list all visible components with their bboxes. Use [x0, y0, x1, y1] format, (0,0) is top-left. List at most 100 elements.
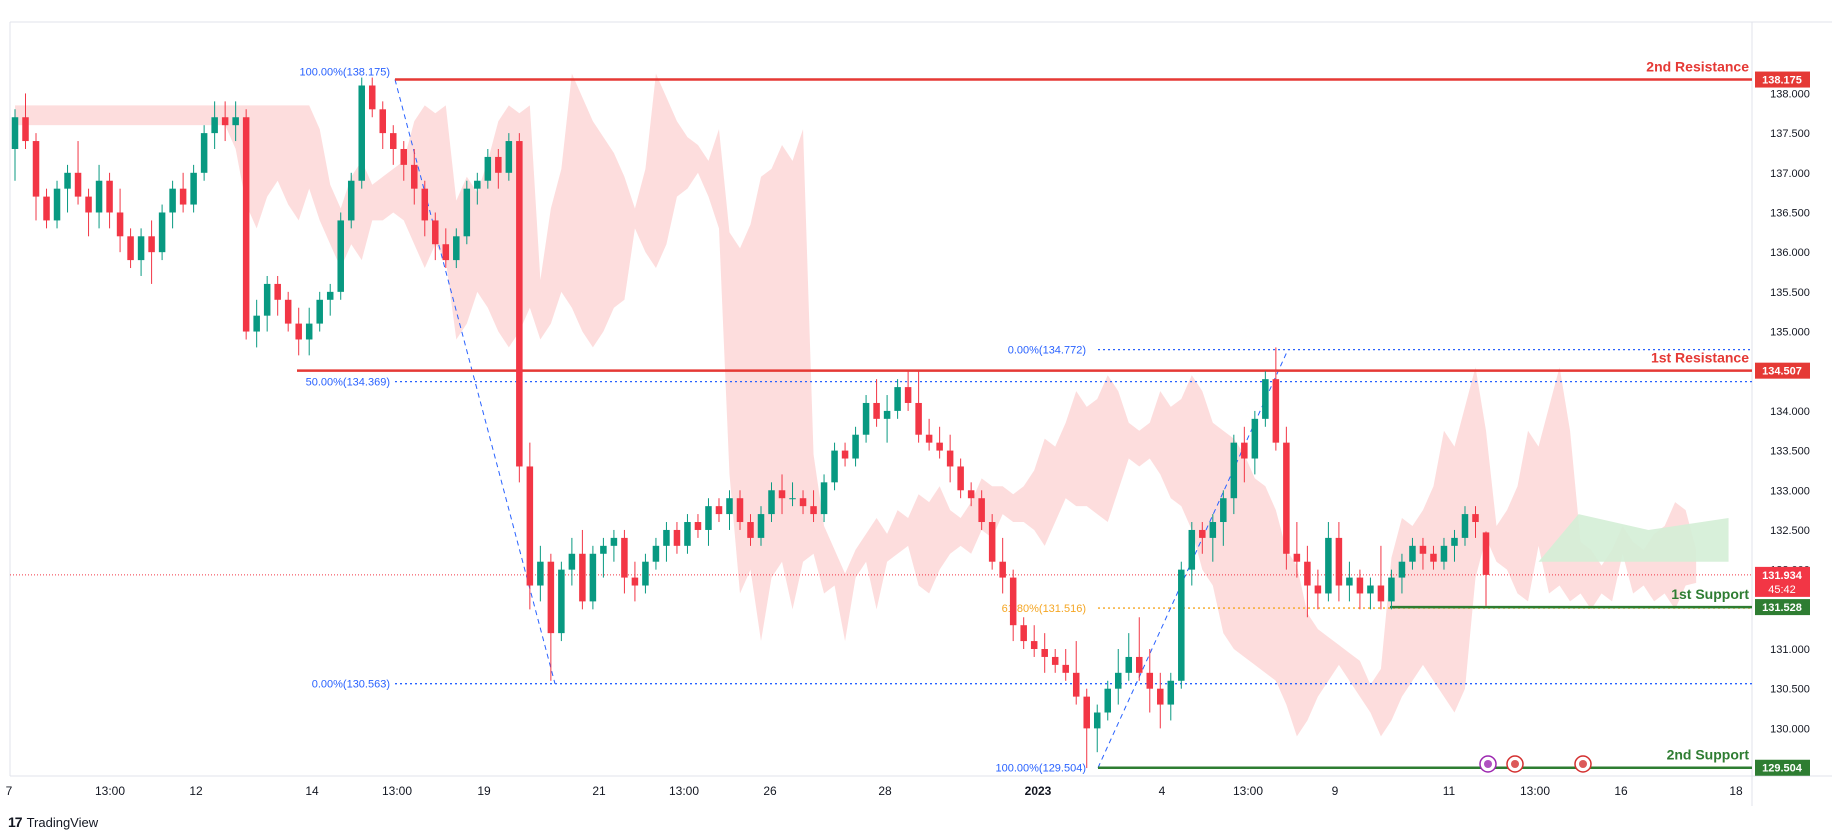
candle-body: [852, 434, 859, 459]
footer-brand[interactable]: 17 TradingView: [8, 814, 98, 830]
candle: [957, 458, 964, 499]
candle: [242, 109, 250, 340]
candle: [715, 498, 723, 523]
candle-body: [1209, 522, 1217, 538]
candle-body: [148, 236, 155, 253]
candle: [221, 101, 229, 142]
candle-body: [116, 212, 124, 237]
candle-body: [1440, 545, 1448, 562]
candle: [179, 172, 187, 213]
candle-body: [158, 212, 166, 253]
candle: [1283, 426, 1290, 570]
candle-body: [1356, 577, 1364, 594]
candle: [347, 172, 355, 229]
candle: [778, 474, 786, 515]
candle: [915, 371, 922, 443]
candle: [1051, 649, 1059, 673]
x-tick-label: 13:00: [1520, 784, 1550, 798]
x-tick-label: 19: [477, 784, 491, 798]
y-tick-label: 134.500: [1770, 366, 1810, 378]
candle: [295, 307, 302, 356]
candle: [1388, 569, 1395, 610]
candle-body: [936, 442, 943, 451]
candle-body: [1199, 529, 1206, 538]
candle: [1325, 522, 1332, 602]
candle-body: [495, 156, 502, 173]
candle-body: [442, 244, 450, 261]
candle-body: [232, 117, 239, 126]
candle-body: [253, 315, 260, 332]
candle: [389, 125, 397, 165]
candle-body: [421, 188, 429, 221]
level-price-tag-text: 138.175: [1762, 75, 1802, 87]
candle-body: [789, 498, 796, 500]
candle-body: [820, 482, 828, 515]
y-tick-label: 135.000: [1770, 327, 1810, 339]
candle: [1093, 704, 1101, 753]
candle-body: [1272, 379, 1280, 443]
candle-body: [400, 148, 408, 165]
candle-body: [610, 537, 618, 546]
x-tick-label: 14: [305, 784, 319, 798]
candle-body: [1030, 641, 1038, 650]
candle: [463, 180, 471, 245]
candle: [1430, 545, 1437, 570]
price-tags: 138.175 134.507 131.528 129.504 131.934 45:42: [1755, 71, 1810, 776]
candle: [1356, 569, 1364, 610]
y-tick-label: 133.500: [1770, 446, 1810, 458]
event-flash-icon: [1479, 755, 1497, 773]
candle: [148, 220, 155, 284]
candle-body: [1283, 442, 1290, 554]
event-us-flag-icon: [1574, 755, 1592, 773]
legend-low: 131.543: [342, 35, 387, 49]
publish-header: desmondlzw published on TradingView.com,…: [8, 7, 388, 21]
candle: [768, 482, 775, 523]
candle-body: [946, 450, 954, 467]
candle-body: [1461, 514, 1469, 538]
candle-body: [705, 506, 712, 530]
candle-body: [221, 117, 229, 126]
candle-body: [1472, 514, 1479, 523]
candle-body: [432, 220, 439, 245]
candle-body: [190, 172, 197, 205]
level-price-tag-text: 131.528: [1762, 602, 1802, 614]
y-tick-label: 130.500: [1770, 684, 1810, 696]
candle: [684, 514, 691, 554]
candle: [1157, 672, 1164, 729]
candle-body: [1114, 672, 1122, 689]
candle-body: [1325, 537, 1332, 594]
candle: [64, 164, 71, 213]
candle-body: [978, 498, 985, 523]
cloud-bullish: [1538, 514, 1729, 562]
candle-body: [43, 196, 50, 221]
candle-body: [284, 299, 292, 324]
candle: [1167, 672, 1175, 721]
fib-label: 100.00%(129.504): [995, 763, 1086, 775]
candle-body: [106, 180, 113, 213]
y-tick-label: 136.000: [1770, 247, 1810, 259]
candle-body: [11, 117, 19, 149]
candle: [736, 490, 744, 530]
candle: [316, 291, 323, 332]
candle: [1030, 625, 1038, 657]
candle-body: [778, 490, 786, 499]
fib-label: 61.80%(131.516): [1002, 603, 1086, 615]
candle: [495, 148, 502, 189]
candle-body: [883, 410, 891, 419]
candle: [1293, 522, 1301, 578]
candle: [284, 291, 292, 332]
candle-body: [547, 561, 555, 634]
candle-body: [600, 545, 607, 554]
candle-body: [568, 553, 576, 570]
candle-body: [1251, 418, 1259, 459]
candle: [936, 426, 943, 459]
candle: [1314, 569, 1322, 610]
candle: [558, 561, 565, 642]
candle: [305, 307, 313, 356]
cloud-bearish: [15, 73, 1697, 737]
candle: [1230, 434, 1238, 515]
candle: [1104, 680, 1111, 721]
candle: [757, 506, 765, 546]
candle-body: [715, 506, 723, 515]
